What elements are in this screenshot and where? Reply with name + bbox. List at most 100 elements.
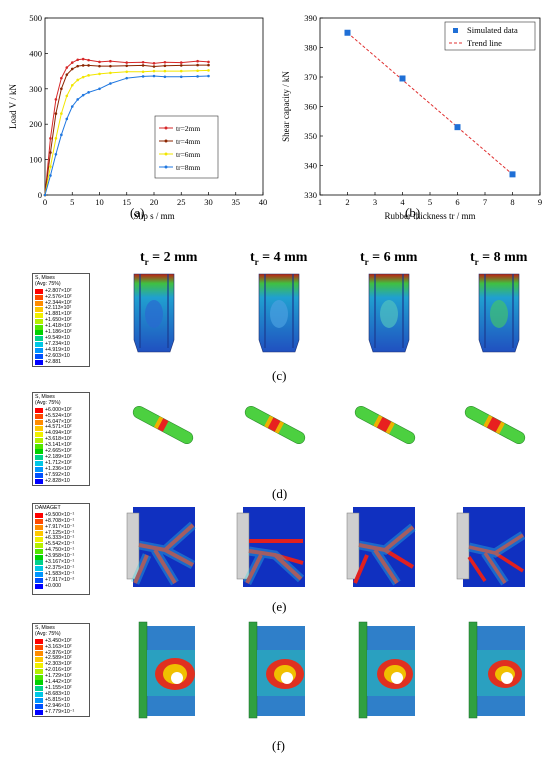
y-tick-label: 300 [29, 84, 42, 94]
legend-title: DAMAGET [35, 505, 61, 511]
x-tick-label: 30 [204, 197, 213, 207]
series-line [44, 75, 209, 196]
legend-row: +3.163×10² [35, 643, 87, 651]
data-point [344, 29, 351, 36]
column-title-8mm: tr = 8 mm [470, 250, 528, 267]
series-point [60, 76, 63, 80]
legend-row: +5.815×10 [35, 697, 87, 704]
fe-stud-region-4mm [248, 621, 305, 719]
series-point [70, 61, 74, 64]
legend-value: +2.344×10² [45, 299, 72, 306]
series-point [98, 72, 101, 76]
fe-steel-plate-4mm [258, 273, 300, 353]
panel-label-e: (e) [272, 599, 287, 614]
legend-value: +2.375×10⁻¹ [45, 564, 75, 571]
series-point [109, 59, 112, 63]
legend-swatch [35, 554, 43, 560]
legend-value: +1.155×10² [45, 684, 72, 691]
legend-value: +7.917×10⁻² [45, 576, 75, 583]
x-axis-label: Rubber thickness tr / mm [385, 211, 476, 221]
legend-value: +2.589×10² [45, 655, 72, 662]
series-point [196, 59, 199, 63]
legend-value: +1.712×10² [45, 459, 72, 466]
legend-value: +2.303×10² [45, 661, 72, 668]
legend-value: +7.779×10⁻¹ [45, 708, 75, 715]
series-point [49, 137, 52, 140]
legend-swatch [35, 437, 43, 443]
y-tick-label: 330 [304, 190, 317, 200]
series-point [125, 70, 129, 74]
legend-value: +1.650×10² [45, 317, 72, 324]
legend-value: +1.442×10² [45, 679, 72, 686]
legend-swatch [35, 513, 43, 519]
legend-value: +3.163×10² [45, 643, 72, 650]
legend-value: +2.576×10² [45, 293, 72, 300]
legend-swatch [35, 680, 43, 686]
legend-value: +1.418×10² [45, 323, 72, 330]
contour-legend-e: DAMAGET +9.500×10⁻¹ +8.708×10⁻¹ +7.917×10⁻¹… [32, 503, 90, 595]
legend-title: S, Mises (Avg: 75%) [35, 625, 61, 637]
legend-swatch [35, 542, 43, 548]
legend-row: +9.500×10⁻¹ [35, 511, 87, 519]
y-tick-label: 380 [304, 43, 317, 53]
series-point [98, 64, 101, 68]
legend-swatch [35, 330, 43, 336]
legend-row: +2.881 [35, 358, 87, 366]
legend-label: tr=2mm [176, 124, 200, 133]
legend-swatch [35, 312, 43, 318]
x-tick-label: 25 [177, 197, 186, 207]
legend-row: +1.729×10² [35, 673, 87, 680]
fe-concrete-damage-8mm [456, 507, 526, 587]
panel-label-b: (b) [405, 205, 421, 220]
legend-swatch [35, 525, 43, 531]
x-tick-label: 1 [318, 197, 322, 207]
legend-row: +7.125×10⁻¹ [35, 530, 87, 537]
x-tick-label: 4 [400, 197, 405, 207]
series-point [87, 64, 90, 67]
series-point [152, 62, 156, 65]
series-point [70, 67, 74, 71]
y-tick-label: 500 [29, 13, 42, 23]
legend-row: +7.917×10⁻² [35, 576, 87, 584]
y-axis-label: Load V / kN [8, 84, 18, 129]
x-axis-label: Slip s / mm [133, 211, 174, 221]
legend-row: +1.236×10² [35, 466, 87, 473]
legend-row: +2.303×10² [35, 661, 87, 668]
series-point [141, 75, 145, 78]
legend-row: +2.576×10² [35, 293, 87, 301]
series-point [125, 76, 129, 80]
series-point [98, 87, 101, 91]
series-point [49, 174, 52, 177]
legend-value: +1.729×10² [45, 673, 72, 680]
legend-row: +5.524×10² [35, 413, 87, 420]
contour-legend-f: S, Mises (Avg: 75%) +3.450×10² +3.163×10² +… [32, 623, 90, 717]
legend-value: +2.881 [45, 358, 62, 365]
legend-row: +2.876×10² [35, 649, 87, 657]
legend-value: +2.876×10² [45, 649, 72, 656]
legend-row: +1.186×10² [35, 329, 87, 336]
series-point [54, 98, 58, 101]
legend-row: +2.113×10² [35, 306, 87, 312]
legend-value: +5.047×10² [45, 418, 72, 425]
legend-swatch [35, 359, 43, 365]
legend-swatch [35, 519, 43, 525]
legend-row: +2.946×10 [35, 703, 87, 710]
legend-swatch [35, 536, 43, 542]
fe-concrete-damage-4mm [236, 507, 305, 587]
legend-value: +9.500×10⁻¹ [45, 511, 75, 518]
legend-swatch [35, 692, 43, 698]
x-tick-label: 5 [428, 197, 432, 207]
legend-row: +6.333×10⁻¹ [35, 536, 87, 542]
x-tick-label: 15 [123, 197, 132, 207]
legend-swatch [35, 318, 43, 324]
legend-value: +7.592×10 [45, 471, 70, 478]
series-point [43, 193, 47, 197]
chart-legend-box [444, 21, 536, 51]
legend-value: +1.186×10² [45, 329, 72, 336]
legend-value: +2.665×10² [45, 448, 72, 455]
panel-label-c: (c) [272, 368, 287, 383]
fe-bolt-2mm [132, 406, 194, 444]
legend-row: +1.583×10⁻¹ [35, 571, 87, 578]
series-point [76, 98, 79, 101]
